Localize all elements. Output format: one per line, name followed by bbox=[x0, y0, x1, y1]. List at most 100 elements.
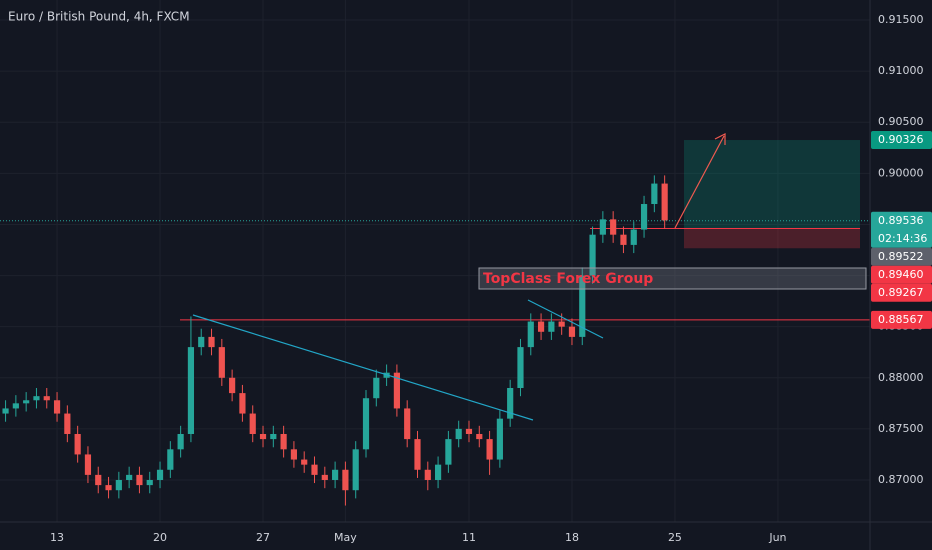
price-label: 0.89522 bbox=[878, 250, 924, 263]
candle-body bbox=[507, 387, 514, 419]
candle-body bbox=[373, 377, 380, 399]
x-tick-label: 18 bbox=[565, 531, 579, 544]
candle-body bbox=[12, 403, 19, 409]
candle-body bbox=[435, 464, 442, 480]
candle-body bbox=[568, 326, 576, 337]
x-tick-label: Jun bbox=[768, 531, 786, 544]
price-label: 0.88567 bbox=[878, 313, 924, 326]
trend-line bbox=[527, 299, 604, 339]
candle-body bbox=[105, 485, 112, 491]
y-tick-label: 0.91500 bbox=[878, 13, 924, 26]
chart-title: Euro / British Pound, 4h, FXCM bbox=[8, 10, 190, 24]
candle-body bbox=[610, 219, 617, 235]
candle-body bbox=[95, 474, 102, 486]
countdown-label: 02:14:36 bbox=[878, 232, 927, 245]
x-tick-label: May bbox=[334, 531, 357, 544]
candle-body bbox=[270, 433, 277, 440]
text-box bbox=[478, 267, 867, 290]
candle-body bbox=[126, 474, 133, 480]
candle-body bbox=[630, 229, 637, 245]
candle-body bbox=[218, 347, 225, 378]
price-label-bg bbox=[871, 283, 932, 302]
candle-body bbox=[558, 321, 565, 327]
candle-body bbox=[527, 321, 534, 348]
trend-line bbox=[192, 314, 534, 421]
candle-body bbox=[537, 321, 545, 332]
candle-body bbox=[74, 433, 81, 455]
y-tick-label: 0.87000 bbox=[878, 473, 924, 486]
candle-body bbox=[156, 469, 164, 480]
candle-body bbox=[208, 336, 215, 348]
price-label-bg bbox=[871, 131, 932, 150]
candle-body bbox=[548, 321, 555, 332]
candle-body bbox=[496, 418, 503, 460]
y-tick-label: 0.91000 bbox=[878, 64, 924, 77]
candle-body bbox=[486, 439, 493, 460]
price-label: 0.89267 bbox=[878, 286, 924, 299]
candle-body bbox=[342, 469, 349, 491]
candle-body bbox=[43, 396, 50, 401]
price-label-bg bbox=[871, 211, 932, 248]
candle-body bbox=[362, 398, 370, 450]
candle-body bbox=[187, 347, 195, 434]
candle-body bbox=[64, 413, 71, 434]
candle-body bbox=[620, 234, 627, 245]
candle-body bbox=[259, 433, 267, 440]
price-label-bg bbox=[871, 310, 932, 329]
candle-body bbox=[476, 433, 483, 440]
candle-body bbox=[424, 469, 431, 480]
y-tick-label: 0.88000 bbox=[878, 371, 924, 384]
price-label: 0.89536 bbox=[878, 214, 924, 227]
candle-body bbox=[332, 469, 339, 480]
candle-body bbox=[414, 439, 421, 470]
price-label-bg bbox=[871, 247, 932, 266]
y-tick-label: 0.90500 bbox=[878, 115, 924, 128]
candles bbox=[2, 175, 668, 506]
candle-body bbox=[146, 479, 153, 486]
text-box-label: TopClass Forex Group bbox=[483, 271, 653, 287]
arrow-head bbox=[714, 133, 726, 145]
candle-body bbox=[393, 372, 400, 409]
candle-body bbox=[239, 393, 246, 414]
candle-body bbox=[301, 459, 308, 465]
candle-body bbox=[290, 449, 298, 460]
price-label: 0.89460 bbox=[878, 268, 924, 281]
candle-body bbox=[352, 449, 359, 491]
candle-body bbox=[115, 479, 122, 491]
candle-body bbox=[465, 428, 473, 434]
price-label-bg bbox=[871, 265, 932, 284]
candle-body bbox=[167, 449, 174, 470]
candle-body bbox=[249, 413, 256, 434]
x-tick-label: 13 bbox=[50, 531, 64, 544]
arrow-line bbox=[674, 135, 725, 229]
price-label: 0.90326 bbox=[878, 133, 924, 146]
candle-body bbox=[177, 433, 184, 450]
loss-zone bbox=[684, 228, 860, 249]
candle-body bbox=[229, 377, 236, 394]
candle-body bbox=[33, 396, 40, 401]
grid bbox=[0, 0, 870, 522]
candle-body bbox=[2, 408, 9, 414]
candle-body bbox=[311, 464, 318, 475]
candle-body bbox=[53, 400, 61, 414]
candle-body bbox=[455, 428, 462, 440]
candle-body bbox=[589, 234, 596, 276]
candle-body bbox=[445, 439, 452, 465]
x-tick-label: 25 bbox=[668, 531, 682, 544]
candle-body bbox=[651, 183, 658, 205]
y-tick-label: 0.87500 bbox=[878, 422, 924, 435]
x-tick-label: 11 bbox=[462, 531, 476, 544]
candle-body bbox=[84, 454, 92, 475]
candle-body bbox=[136, 474, 143, 486]
candle-body bbox=[404, 408, 411, 440]
candle-body bbox=[661, 183, 668, 221]
candle-body bbox=[321, 474, 328, 480]
candle-body bbox=[599, 219, 606, 235]
candle-body bbox=[517, 347, 524, 388]
candle-body bbox=[640, 204, 648, 230]
axes: 0.870000.875000.880000.885000.890000.895… bbox=[50, 13, 932, 544]
candle-body bbox=[23, 400, 30, 404]
y-tick-label: 0.90000 bbox=[878, 166, 924, 179]
